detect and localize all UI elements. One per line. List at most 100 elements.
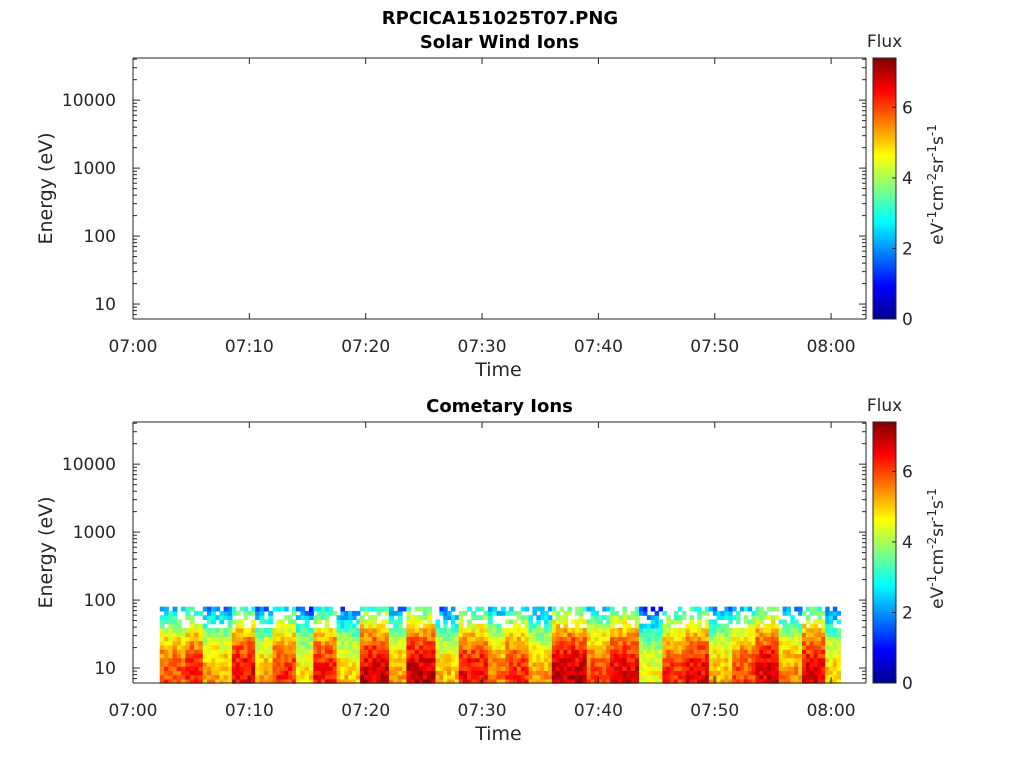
spectrogram-cell (172, 619, 178, 625)
spectrogram-cell (255, 661, 261, 667)
spectrogram-cell (813, 636, 819, 642)
spectrogram-cell (778, 678, 784, 684)
spectrogram-cell (618, 619, 624, 625)
spectrogram-cell (763, 653, 768, 659)
spectrogram-cell (235, 627, 241, 633)
spectrogram-cell (774, 657, 780, 663)
spectrogram-cell (509, 666, 514, 671)
spectrogram-cell (825, 619, 830, 625)
spectrogram-cell (368, 670, 373, 676)
spectrogram-cell (516, 661, 522, 667)
spectrogram-cell (211, 666, 216, 671)
spectrogram-cell (528, 661, 534, 667)
spectrogram-cell (368, 674, 373, 680)
spectrogram-cell (540, 657, 545, 663)
spectrogram-cell (650, 615, 656, 621)
spectrogram-cell (697, 649, 702, 654)
spectrogram-cell (829, 615, 834, 621)
y-axis-label: Energy (eV) (35, 496, 57, 608)
spectrogram-cell (774, 636, 780, 642)
spectrogram-cell (743, 670, 749, 676)
spectrogram-cell (575, 619, 580, 625)
spectrogram-cell (292, 674, 297, 680)
spectrogram-cell (189, 666, 195, 671)
spectrogram-cell (159, 623, 165, 629)
spectrogram-cell (524, 678, 530, 684)
spectrogram-cell (364, 678, 369, 684)
spectrogram-cell (778, 636, 784, 642)
spectrogram-cell (418, 661, 424, 667)
spectrogram-cell (427, 619, 432, 625)
spectrogram-cell (809, 661, 815, 667)
spectrogram-cell (435, 623, 440, 629)
spectrogram-cell (202, 649, 208, 654)
spectrogram-cell (654, 670, 660, 676)
spectrogram-cell (829, 649, 834, 654)
spectrogram-cell (340, 636, 345, 642)
spectrogram-cell (697, 636, 702, 642)
spectrogram-cell (705, 653, 710, 659)
spectrogram-cell (284, 649, 289, 654)
spectrogram-cell (431, 657, 437, 663)
spectrogram-cell (255, 678, 261, 684)
spectrogram-cell (767, 649, 772, 654)
spectrogram-cell (211, 674, 216, 680)
spectrogram-cell (211, 610, 216, 616)
spectrogram-cell (172, 649, 178, 654)
spectrogram-cell (410, 619, 416, 625)
spectrogram-cell (268, 619, 274, 625)
spectrogram-cell (832, 636, 838, 642)
spectrogram-cell (458, 632, 464, 637)
spectrogram-cell (483, 678, 489, 684)
spectrogram-cell (223, 661, 229, 667)
spectrogram-cell (825, 661, 830, 667)
spectrogram-cell (364, 632, 369, 637)
spectrogram-cell (344, 627, 349, 633)
spectrogram-cell (206, 632, 212, 637)
spectrogram-cell (575, 640, 580, 646)
spectrogram-cell (755, 636, 760, 642)
spectrogram-cell (227, 615, 233, 621)
spectrogram-cell (189, 649, 195, 654)
spectrogram-cell (782, 653, 788, 659)
spectrogram-cell (755, 619, 760, 625)
spectrogram-cell (832, 632, 838, 637)
spectrogram-cell (202, 640, 208, 646)
spectrogram-cell (427, 640, 432, 646)
spectrogram-cell (520, 653, 526, 659)
spectrogram-cell (388, 653, 394, 659)
spectrogram-cell (614, 661, 619, 667)
spectrogram-cell (324, 666, 330, 671)
spectrogram-cell (747, 670, 753, 676)
spectrogram-cell (462, 653, 468, 659)
spectrogram-cell (443, 615, 448, 621)
spectrogram-cell (255, 610, 261, 616)
spectrogram-cell (268, 678, 274, 684)
spectrogram-cell (393, 636, 399, 642)
spectrogram-cell (802, 653, 807, 659)
spectrogram-cell (571, 619, 576, 625)
spectrogram-cell (650, 657, 656, 663)
spectrogram-cell (798, 644, 803, 650)
spectrogram-cell (770, 657, 776, 663)
spectrogram-cell (402, 640, 408, 646)
spectrogram-cell (513, 678, 518, 684)
spectrogram-cell (500, 640, 506, 646)
spectrogram-cell (832, 606, 838, 612)
spectrogram-cell (439, 670, 444, 676)
spectrogram-cell (794, 619, 799, 625)
spectrogram-cell (809, 606, 815, 612)
spectrogram-cell (176, 640, 182, 646)
spectrogram-cell (268, 666, 274, 671)
spectrogram-cell (471, 640, 476, 646)
spectrogram-cell (247, 661, 252, 667)
spectrogram-cell (643, 661, 648, 667)
spectrogram-cell (767, 670, 772, 676)
spectrogram-cell (243, 632, 249, 637)
spectrogram-cell (454, 632, 460, 637)
spectrogram-cell (778, 666, 784, 671)
spectrogram-cell (602, 636, 607, 642)
spectrogram-cell (235, 653, 241, 659)
spectrogram-cell (809, 627, 815, 633)
